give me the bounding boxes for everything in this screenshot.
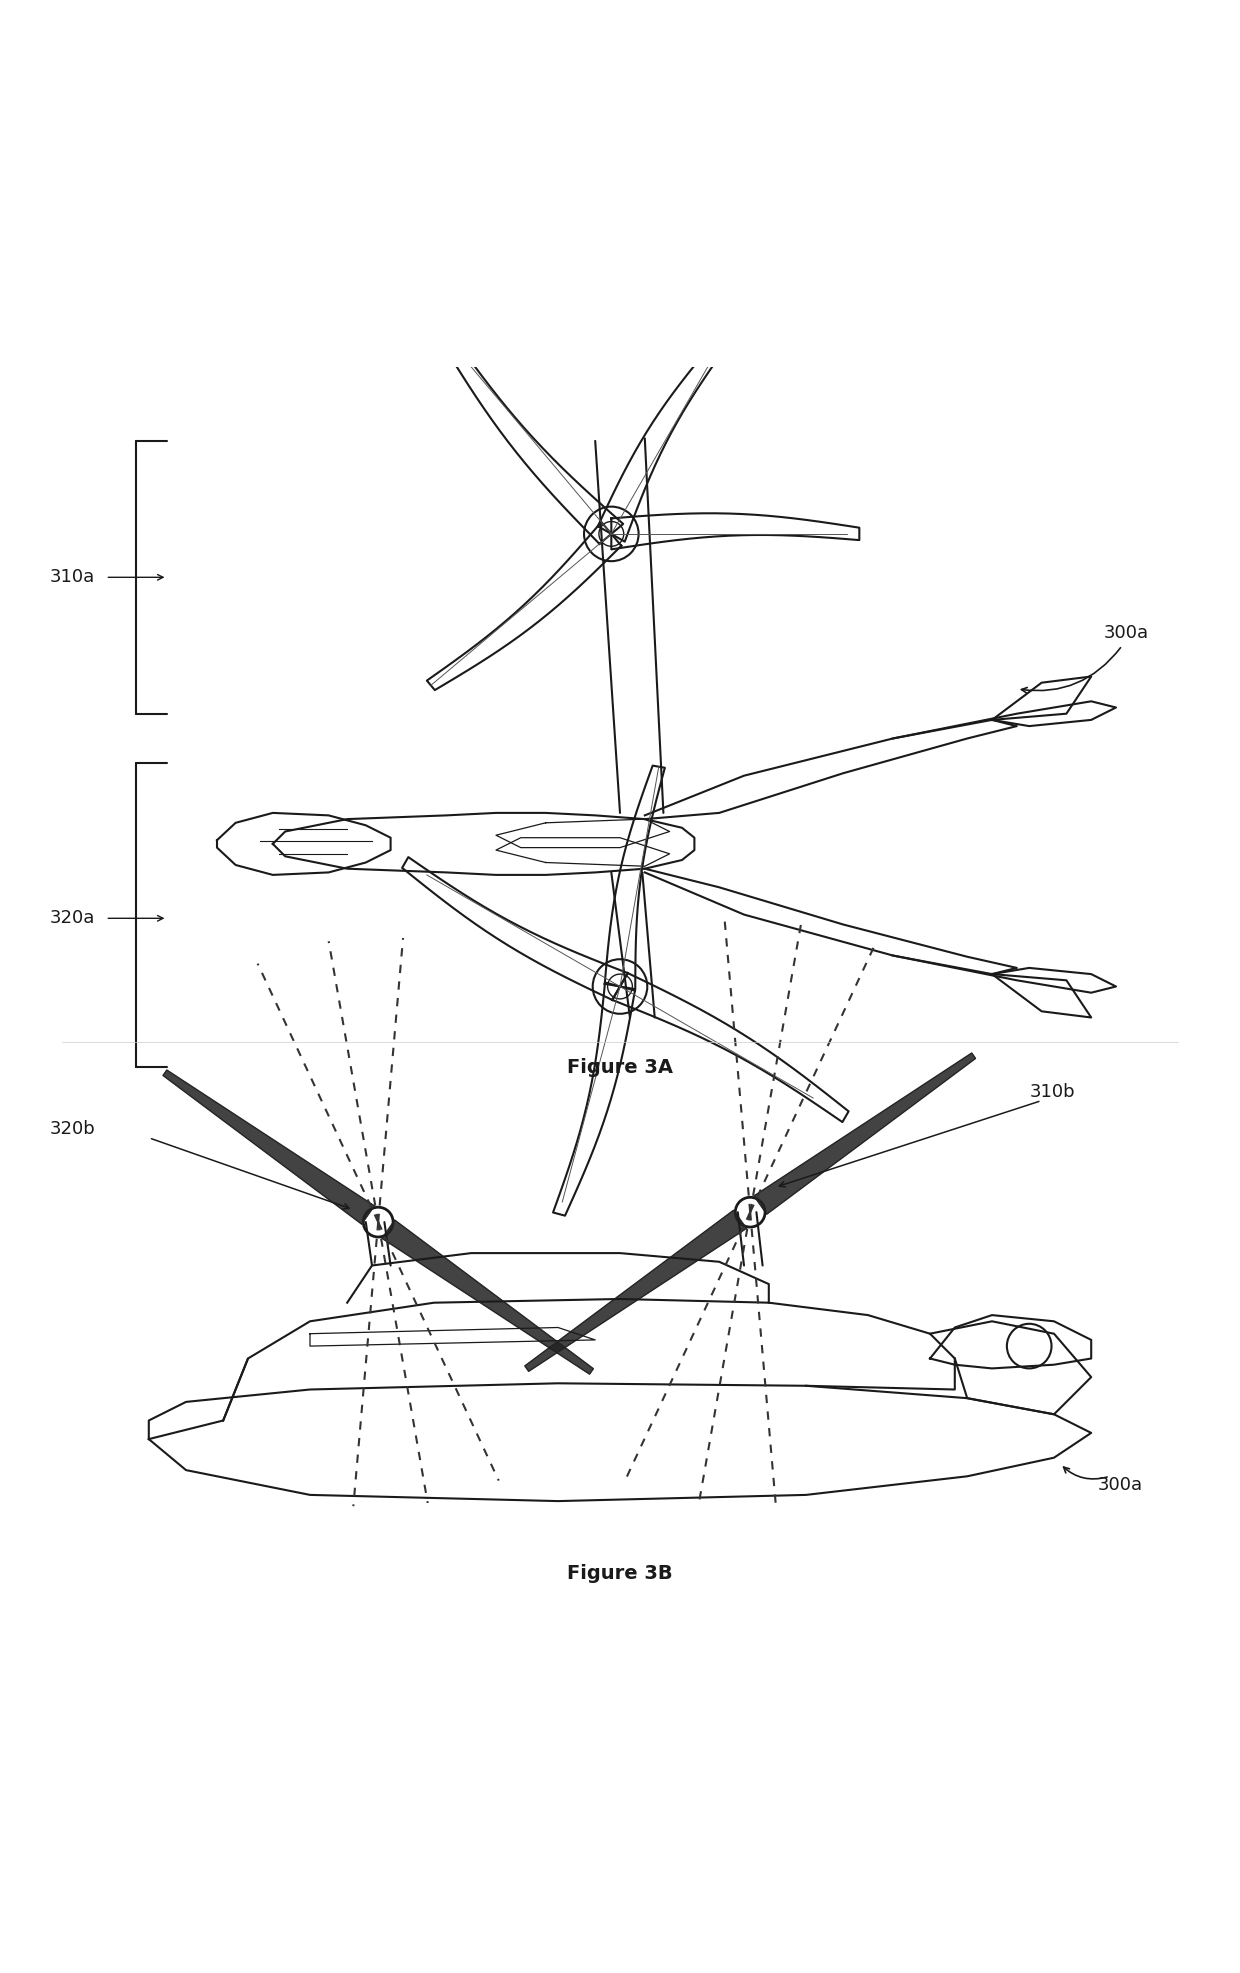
Text: Figure 3B: Figure 3B bbox=[567, 1563, 673, 1582]
Text: 310a: 310a bbox=[50, 568, 94, 586]
Text: 310b: 310b bbox=[1029, 1083, 1075, 1101]
Polygon shape bbox=[525, 1209, 746, 1371]
Polygon shape bbox=[162, 1069, 374, 1223]
Text: 320a: 320a bbox=[50, 910, 95, 927]
Polygon shape bbox=[754, 1054, 976, 1213]
Polygon shape bbox=[382, 1219, 594, 1375]
Text: Figure 3A: Figure 3A bbox=[567, 1058, 673, 1077]
Text: 300a: 300a bbox=[1097, 1476, 1142, 1494]
Text: 320b: 320b bbox=[50, 1121, 95, 1138]
Text: 300a: 300a bbox=[1104, 623, 1148, 641]
